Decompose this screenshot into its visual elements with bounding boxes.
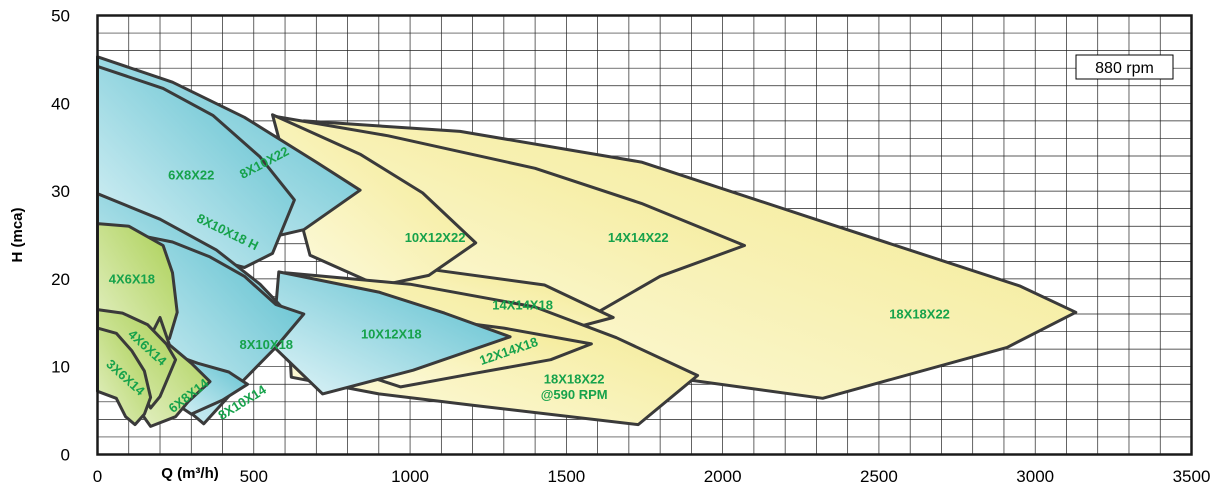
region-label: 14X14X22 [608, 230, 669, 245]
region-label: 4X6X18 [109, 271, 155, 286]
y-tick-label: 30 [51, 182, 70, 201]
x-axis-title: Q (m³/h) [161, 465, 219, 482]
x-tick-label: 2500 [860, 467, 898, 486]
region-label: 10X12X22 [405, 230, 466, 245]
pump-region-10x12x18 [271, 270, 512, 396]
speed-box: 880 rpm [1075, 54, 1174, 80]
region-label: 14X14X18 [492, 298, 553, 313]
region-label: 18X18X22 [889, 306, 950, 321]
region-label: 6X8X22 [168, 168, 214, 183]
axis-ticks: 0 500 1000 1500 2000 2500 3000 3500 0 10 20 30 40 50 [51, 7, 1210, 487]
x-tick-label: 3000 [1016, 467, 1054, 486]
plot-frame [96, 14, 1193, 456]
region-label: 8X10X18 [240, 337, 294, 352]
y-axis-title: H (mca) [9, 207, 26, 262]
pump-region-3x6x14 [96, 326, 153, 427]
x-tick-label: 2000 [704, 467, 742, 486]
speed-box-frame [1075, 54, 1174, 80]
region-label: 18X18X22 @590 RPM [541, 371, 608, 402]
region-label: 10X12X18 [361, 327, 422, 342]
x-tick-label: 1000 [391, 467, 429, 486]
x-tick-label: 500 [240, 467, 268, 486]
x-tick-label: 0 [93, 467, 102, 486]
speed-label: 880 rpm [1095, 60, 1154, 77]
x-tick-label: 1500 [547, 467, 585, 486]
y-tick-label: 10 [51, 358, 70, 377]
x-tick-label: 3500 [1173, 467, 1211, 486]
pump-region-10x12x22 [271, 113, 478, 288]
y-tick-label: 50 [51, 7, 70, 26]
y-tick-label: 20 [51, 270, 70, 289]
y-tick-label: 40 [51, 94, 70, 113]
y-tick-label: 0 [61, 446, 70, 465]
pump-regions [96, 55, 1078, 428]
